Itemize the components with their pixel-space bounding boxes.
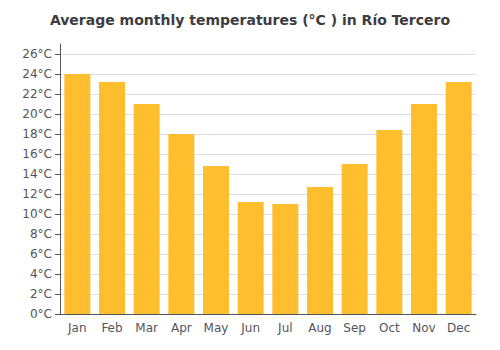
svg-text:2°C: 2°C bbox=[30, 287, 52, 301]
svg-text:Oct: Oct bbox=[379, 321, 400, 335]
svg-text:Aug: Aug bbox=[308, 321, 331, 335]
svg-text:12°C: 12°C bbox=[22, 187, 52, 201]
svg-text:6°C: 6°C bbox=[30, 247, 52, 261]
svg-text:Feb: Feb bbox=[101, 321, 122, 335]
svg-text:Apr: Apr bbox=[171, 321, 192, 335]
svg-text:Dec: Dec bbox=[447, 321, 470, 335]
svg-text:26°C: 26°C bbox=[22, 47, 52, 61]
svg-text:Jul: Jul bbox=[277, 321, 292, 335]
svg-text:16°C: 16°C bbox=[22, 147, 52, 161]
svg-text:10°C: 10°C bbox=[22, 207, 52, 221]
svg-text:22°C: 22°C bbox=[22, 87, 52, 101]
svg-text:18°C: 18°C bbox=[22, 127, 52, 141]
svg-text:Jun: Jun bbox=[240, 321, 260, 335]
svg-text:20°C: 20°C bbox=[22, 107, 52, 121]
svg-text:Mar: Mar bbox=[135, 321, 158, 335]
svg-text:Average monthly temperatures (: Average monthly temperatures (°C ) in Rí… bbox=[50, 12, 451, 28]
svg-text:Sep: Sep bbox=[343, 321, 366, 335]
svg-text:8°C: 8°C bbox=[30, 227, 52, 241]
svg-text:0°C: 0°C bbox=[30, 307, 52, 321]
svg-text:Jan: Jan bbox=[67, 321, 87, 335]
svg-text:24°C: 24°C bbox=[22, 67, 52, 81]
svg-text:14°C: 14°C bbox=[22, 167, 52, 181]
svg-text:May: May bbox=[204, 321, 229, 335]
svg-text:Nov: Nov bbox=[412, 321, 435, 335]
svg-text:4°C: 4°C bbox=[30, 267, 52, 281]
